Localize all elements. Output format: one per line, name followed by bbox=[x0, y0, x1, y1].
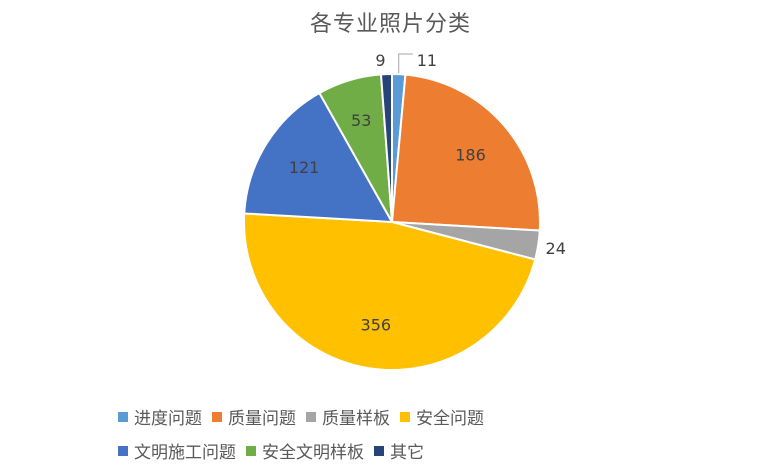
legend-item: 文明施工问题 bbox=[118, 438, 236, 463]
pie-slice-4 bbox=[243, 91, 394, 224]
legend-row: 进度问题 质量问题 质量样板 安全问题 bbox=[118, 404, 494, 429]
legend-label: 质量样板 bbox=[322, 409, 390, 429]
legend-item: 质量问题 bbox=[212, 404, 296, 429]
chart-title: 各专业照片分类 bbox=[309, 12, 471, 37]
legend-item: 其它 bbox=[374, 438, 424, 463]
legend-swatch bbox=[118, 411, 128, 422]
data-label-5: 53 bbox=[351, 111, 371, 130]
legend-label: 进度问题 bbox=[134, 409, 202, 429]
data-label-0: 11 bbox=[417, 51, 437, 70]
data-label-2: 24 bbox=[546, 239, 566, 258]
pie-slice-3 bbox=[243, 212, 537, 371]
legend-label: 安全文明样板 bbox=[262, 443, 364, 463]
legend-swatch bbox=[400, 411, 410, 422]
legend-item: 质量样板 bbox=[306, 404, 390, 429]
legend-label: 质量问题 bbox=[228, 409, 296, 429]
data-label-6: 9 bbox=[375, 51, 385, 70]
legend-swatch bbox=[306, 411, 316, 422]
data-label-3: 356 bbox=[361, 315, 392, 334]
legend-swatch bbox=[374, 445, 384, 456]
pie-slice-1 bbox=[390, 73, 541, 232]
legend-label: 文明施工问题 bbox=[134, 443, 236, 463]
label-leader-line bbox=[398, 53, 413, 74]
data-label-1: 186 bbox=[455, 145, 486, 164]
data-label-4: 121 bbox=[289, 158, 320, 177]
legend-swatch bbox=[246, 445, 256, 456]
pie-slice-6 bbox=[379, 72, 393, 223]
legend-item: 安全文明样板 bbox=[246, 438, 364, 463]
legend-label: 安全问题 bbox=[416, 409, 484, 429]
legend-label: 其它 bbox=[390, 443, 424, 463]
legend-item: 进度问题 bbox=[118, 404, 202, 429]
legend-row: 文明施工问题 安全文明样板 其它 bbox=[118, 438, 434, 463]
legend-swatch bbox=[212, 411, 222, 422]
legend-item: 安全问题 bbox=[400, 404, 484, 429]
legend-swatch bbox=[118, 445, 128, 456]
